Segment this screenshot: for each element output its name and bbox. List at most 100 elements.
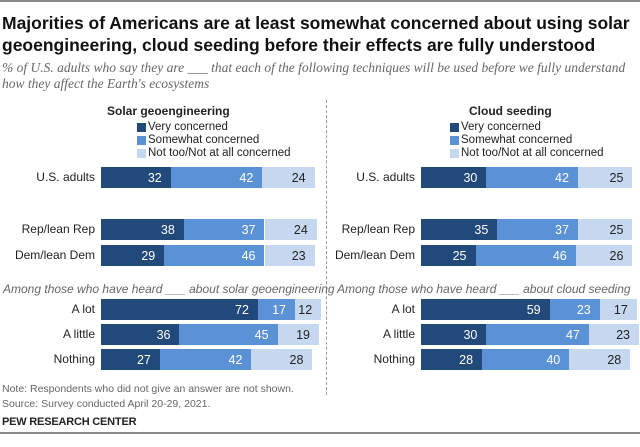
data-label: 23 — [291, 248, 306, 263]
bar-segment-very: 28 — [421, 349, 483, 370]
data-label: 28 — [459, 352, 474, 367]
data-label: 32 — [147, 170, 162, 185]
category-label: U.S. adults — [36, 170, 95, 184]
bar-segment-not: 12 — [295, 299, 322, 320]
data-label: 23 — [576, 302, 591, 317]
source: Source: Survey conducted April 20-29, 20… — [2, 398, 211, 410]
bar-segment-very: 32 — [101, 167, 171, 188]
category-label: Nothing — [53, 352, 95, 366]
data-label: 40 — [546, 352, 561, 367]
data-label: 30 — [463, 327, 478, 342]
bar-segment-somewhat: 47 — [486, 324, 589, 345]
data-label: 42 — [555, 170, 569, 185]
section-label: Among those who have heard ___ about clo… — [337, 282, 631, 296]
bar-segment-very: 25 — [421, 245, 476, 266]
legend-item-somewhat: Somewhat concerned — [137, 134, 291, 147]
legend-label: Not too/Not at all concerned — [461, 147, 604, 159]
legend-swatch — [137, 149, 146, 158]
bar-segment-very: 27 — [101, 349, 160, 370]
legend: Very concerned Somewhat concerned Not to… — [137, 121, 291, 160]
data-label: 25 — [609, 170, 624, 185]
data-label: 26 — [609, 248, 624, 263]
brand-logo-text: PEW RESEARCH CENTER — [2, 416, 137, 428]
data-label: 46 — [241, 248, 256, 263]
bar-segment-very: 30 — [421, 167, 487, 188]
bar-segment-somewhat: 42 — [170, 167, 263, 188]
data-label: 24 — [293, 222, 308, 237]
data-label: 25 — [452, 248, 467, 263]
category-label: U.S. adults — [356, 170, 415, 184]
bar-segment-somewhat: 40 — [482, 349, 570, 370]
data-label: 47 — [565, 327, 580, 342]
bar-segment-very: 35 — [421, 219, 498, 240]
data-label: 45 — [254, 327, 269, 342]
category-label: A little — [382, 327, 415, 341]
bar-segment-very: 36 — [101, 324, 180, 345]
bottom-rule — [0, 432, 640, 434]
data-label: 30 — [463, 170, 478, 185]
bar-segment-somewhat: 46 — [164, 245, 265, 266]
bar-segment-somewhat: 46 — [475, 245, 576, 266]
chart-subtitle: % of U.S. adults who say they are ___ th… — [2, 60, 626, 91]
category-label: Nothing — [373, 352, 415, 366]
bar-segment-somewhat: 45 — [179, 324, 278, 345]
bar-segment-not: 24 — [264, 219, 317, 240]
data-label: 27 — [136, 352, 151, 367]
bar-segment-not: 25 — [577, 167, 633, 188]
data-label: 35 — [474, 222, 489, 237]
data-label: 46 — [552, 248, 567, 263]
bar-segment-somewhat: 37 — [183, 219, 265, 240]
legend-swatch — [450, 136, 459, 145]
data-label: 19 — [296, 327, 310, 342]
category-label: Rep/lean Rep — [21, 222, 95, 236]
bar-segment-not: 28 — [569, 349, 631, 370]
legend-swatch — [137, 123, 146, 132]
data-label: 59 — [526, 302, 541, 317]
bar-segment-very: 59 — [421, 299, 550, 320]
data-label: 37 — [555, 222, 569, 237]
note: Note: Respondents who did not give an an… — [2, 383, 294, 395]
bar-segment-somewhat: 23 — [549, 299, 600, 320]
chart-title: Majorities of Americans are at least som… — [2, 13, 630, 55]
legend-swatch — [450, 123, 459, 132]
bar-segment-very: 72 — [101, 299, 258, 320]
bar-segment-somewhat: 42 — [486, 167, 578, 188]
data-label: 29 — [141, 248, 156, 263]
legend-item-not: Not too/Not at all concerned — [450, 147, 604, 160]
legend-label: Very concerned — [148, 121, 228, 133]
legend-label: Somewhat concerned — [148, 134, 260, 146]
bar-segment-somewhat: 42 — [159, 349, 252, 370]
legend-swatch — [137, 136, 146, 145]
bar-segment-not: 25 — [577, 219, 633, 240]
data-label: 72 — [235, 302, 249, 317]
data-label: 12 — [298, 302, 313, 317]
bar-segment-not: 28 — [251, 349, 313, 370]
top-rule — [0, 0, 640, 2]
bar-segment-not: 23 — [588, 324, 639, 345]
bar-segment-not: 26 — [575, 245, 633, 266]
panel-title: Solar geoengineering — [107, 104, 230, 118]
data-label: 23 — [616, 327, 630, 342]
legend-label: Not too/Not at all concerned — [148, 147, 291, 159]
bar-segment-not: 19 — [277, 324, 319, 345]
legend-swatch — [450, 149, 459, 158]
data-label: 37 — [241, 222, 256, 237]
data-label: 28 — [289, 352, 304, 367]
bar-segment-not: 24 — [262, 167, 315, 188]
data-label: 36 — [156, 327, 171, 342]
data-label: 42 — [228, 352, 243, 367]
bar-segment-very: 30 — [421, 324, 487, 345]
category-label: Dem/lean Dem — [14, 248, 95, 262]
panel-divider — [326, 100, 327, 395]
data-label: 24 — [291, 170, 306, 185]
section-label: Among those who have heard ___ about sol… — [3, 282, 335, 296]
data-label: 17 — [613, 302, 628, 317]
legend-label: Very concerned — [461, 121, 541, 133]
data-label: 38 — [160, 222, 175, 237]
bar-segment-not: 17 — [599, 299, 637, 320]
bar-segment-not: 23 — [264, 245, 315, 266]
legend-item-very: Very concerned — [137, 121, 291, 134]
legend-item-somewhat: Somewhat concerned — [450, 134, 604, 147]
panel-title: Cloud seeding — [469, 104, 552, 118]
bar-segment-very: 38 — [101, 219, 184, 240]
